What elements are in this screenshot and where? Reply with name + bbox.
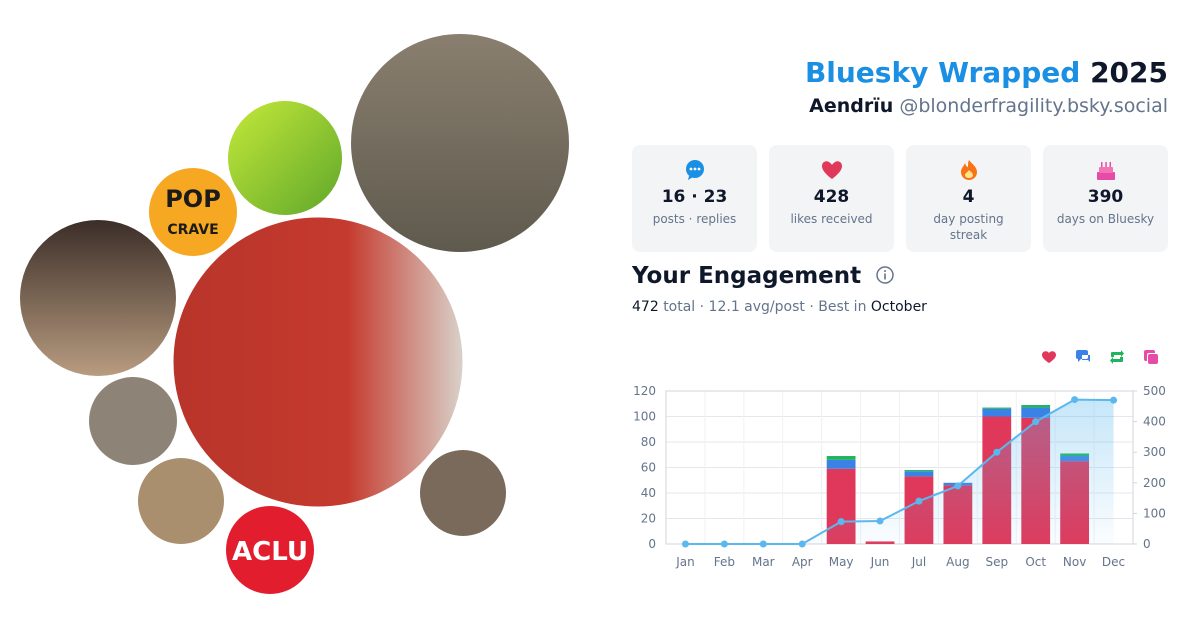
x-tick-label: May bbox=[829, 555, 854, 569]
y2-tick-label: 300 bbox=[1143, 445, 1166, 459]
legend-icon[interactable] bbox=[1042, 351, 1056, 363]
icon bbox=[1096, 162, 1115, 180]
x-tick-label: Sep bbox=[985, 555, 1008, 569]
x-tick-label: Apr bbox=[792, 555, 813, 569]
line-point bbox=[915, 497, 923, 505]
stat-value: 428 bbox=[813, 187, 850, 207]
y-tick-label: 80 bbox=[641, 435, 656, 449]
bar-segment bbox=[826, 456, 856, 460]
y2-tick-label: 500 bbox=[1143, 384, 1166, 398]
x-tick-label: Nov bbox=[1063, 555, 1086, 569]
line-point bbox=[798, 540, 806, 548]
logo-text: POP bbox=[165, 185, 221, 213]
y2-tick-label: 400 bbox=[1143, 415, 1166, 429]
stat-label: posts · replies bbox=[652, 212, 737, 226]
x-tick-label: Jan bbox=[675, 555, 695, 569]
logo-text: ACLU bbox=[232, 537, 308, 567]
legend-swatch bbox=[1110, 350, 1124, 364]
line-point bbox=[720, 540, 728, 548]
handle: @blonderfragility.bsky.social bbox=[899, 95, 1168, 117]
y-tick-label: 60 bbox=[641, 461, 656, 475]
avatar-collage: POP CRAVE ACLU bbox=[20, 34, 569, 594]
avatar[interactable] bbox=[420, 450, 506, 536]
bar-segment bbox=[904, 471, 934, 477]
line-point bbox=[993, 448, 1001, 456]
avatar[interactable] bbox=[170, 214, 466, 510]
stat-label: likes received bbox=[790, 212, 873, 226]
x-tick-label: Jul bbox=[911, 555, 926, 569]
bar-segment bbox=[1021, 407, 1051, 418]
stat-card: 428 likes received bbox=[769, 145, 894, 252]
legend-swatch bbox=[1144, 350, 1158, 364]
title-year: 2025 bbox=[1090, 56, 1168, 89]
pop-crave-avatar[interactable]: POP CRAVE bbox=[149, 168, 237, 256]
avatar[interactable] bbox=[20, 220, 176, 376]
line-point bbox=[876, 517, 884, 525]
summary: 472 total · 12.1 avg/post · Best in Octo… bbox=[632, 299, 927, 315]
legend-icon[interactable] bbox=[1144, 350, 1158, 364]
y2-tick-label: 200 bbox=[1143, 476, 1166, 490]
legend-icon[interactable] bbox=[1110, 350, 1124, 364]
stat-label: day posting streak bbox=[933, 212, 1004, 242]
title-brand: Bluesky Wrapped bbox=[804, 56, 1081, 89]
legend-swatch bbox=[1042, 351, 1056, 363]
logo-text: CRAVE bbox=[167, 222, 218, 238]
line-point bbox=[1071, 396, 1079, 404]
avatar[interactable] bbox=[138, 458, 224, 544]
display-name: Aendrïu bbox=[809, 95, 894, 117]
icon bbox=[821, 161, 842, 179]
line bbox=[685, 398, 1114, 545]
bar-segment bbox=[982, 408, 1012, 417]
section-title: Your Engagement bbox=[632, 263, 895, 289]
line-area bbox=[685, 399, 1114, 544]
legend-icon[interactable] bbox=[1076, 350, 1090, 362]
bar-segment bbox=[826, 459, 856, 469]
section-title-text: Your Engagement bbox=[632, 263, 862, 289]
line-point bbox=[1110, 396, 1118, 404]
aclu-avatar[interactable]: ACLU bbox=[226, 506, 314, 594]
y-tick-label: 0 bbox=[648, 537, 656, 551]
stat-card: 390 days on Bluesky bbox=[1043, 145, 1168, 252]
x-tick-label: Mar bbox=[752, 555, 775, 569]
info-icon[interactable] bbox=[875, 265, 895, 285]
x-tick-label: Jun bbox=[870, 555, 890, 569]
stat-value: 16 · 23 bbox=[661, 187, 728, 207]
y-tick-label: 40 bbox=[641, 486, 656, 500]
stat-value: 390 bbox=[1087, 187, 1124, 207]
avatar[interactable] bbox=[89, 377, 177, 465]
chart: 0 20 40 60 80 100 120 0 100 200 300 400 500 Jan Feb Mar… bbox=[633, 350, 1166, 569]
line-point bbox=[837, 518, 845, 526]
total: 472 bbox=[632, 299, 659, 315]
stat-label: days on Bluesky bbox=[1056, 212, 1155, 226]
y-tick-label: 120 bbox=[633, 384, 656, 398]
y2-tick-label: 100 bbox=[1143, 506, 1166, 520]
stat-value: 4 bbox=[962, 187, 975, 207]
x-tick-label: Oct bbox=[1025, 555, 1046, 569]
bar-segment bbox=[982, 407, 1012, 409]
bar-segment bbox=[904, 470, 934, 472]
x-tick-label: Aug bbox=[946, 555, 969, 569]
avatar[interactable] bbox=[228, 101, 342, 215]
icon bbox=[960, 160, 977, 180]
legend-swatch bbox=[1076, 350, 1090, 362]
line-point bbox=[759, 540, 767, 548]
y-tick-label: 20 bbox=[641, 512, 656, 526]
user: Aendrïu @blonderfragility.bsky.social bbox=[809, 95, 1168, 117]
stat-card: 4 day posting streak bbox=[906, 145, 1031, 252]
y2-tick-label: 0 bbox=[1143, 537, 1151, 551]
title: Bluesky Wrapped 2025 bbox=[805, 56, 1168, 89]
stat-card: 16 · 23 posts · replies bbox=[632, 145, 757, 252]
summary-text: total · 12.1 avg/post · Best in bbox=[663, 299, 867, 315]
icon bbox=[685, 160, 704, 180]
avatar[interactable] bbox=[351, 34, 569, 252]
y-tick-label: 100 bbox=[633, 410, 656, 424]
line-point bbox=[954, 482, 962, 490]
x-tick-label: Dec bbox=[1102, 555, 1125, 569]
bar-segment bbox=[1021, 405, 1051, 408]
x-tick-label: Feb bbox=[714, 555, 735, 569]
line-point bbox=[681, 540, 689, 548]
line-point bbox=[1032, 418, 1040, 426]
best-month: October bbox=[870, 299, 927, 315]
